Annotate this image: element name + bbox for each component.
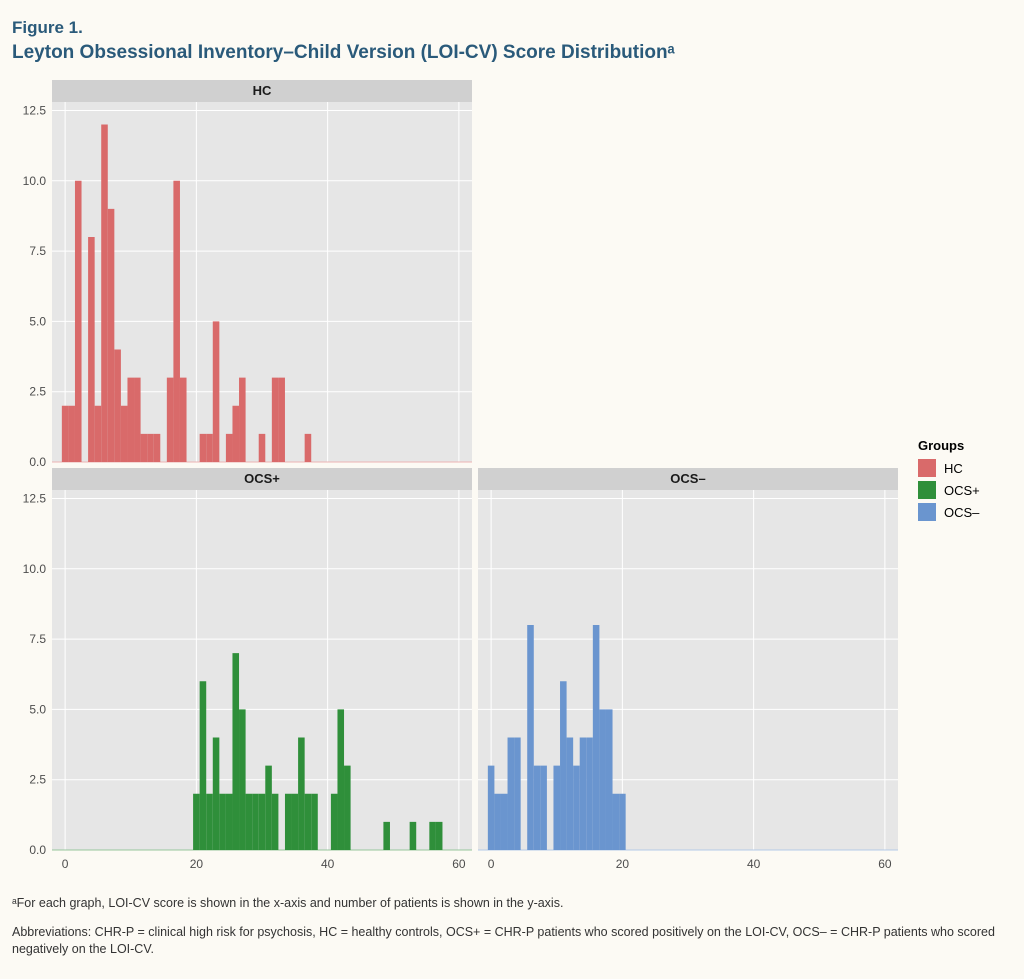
legend-item: OCS+ <box>918 481 980 499</box>
svg-text:5.0: 5.0 <box>29 314 46 328</box>
svg-text:60: 60 <box>878 857 892 871</box>
svg-text:0: 0 <box>62 857 69 871</box>
figure-label: Figure 1. <box>12 18 1012 38</box>
svg-text:40: 40 <box>321 857 335 871</box>
legend-title: Groups <box>918 438 980 453</box>
svg-text:0.0: 0.0 <box>29 455 46 469</box>
legend-swatch <box>918 503 936 521</box>
svg-text:7.5: 7.5 <box>29 244 46 258</box>
svg-text:12.5: 12.5 <box>23 491 47 505</box>
svg-text:60: 60 <box>452 857 466 871</box>
svg-text:10.0: 10.0 <box>23 174 47 188</box>
legend: Groups HC OCS+ OCS– <box>918 438 980 525</box>
svg-text:0: 0 <box>488 857 495 871</box>
legend-item: HC <box>918 459 980 477</box>
svg-text:7.5: 7.5 <box>29 632 46 646</box>
svg-text:HC: HC <box>253 83 272 98</box>
svg-text:20: 20 <box>190 857 204 871</box>
svg-text:2.5: 2.5 <box>29 773 46 787</box>
svg-text:12.5: 12.5 <box>23 103 47 117</box>
chart-svg: HC OCS+ OCS– 0.0 2.5 5.0 7.5 10.0 12.5 0.0 2.5 5.0 7… <box>12 80 898 878</box>
legend-swatch <box>918 481 936 499</box>
svg-text:OCS–: OCS– <box>670 471 705 486</box>
footnote-a: ᵃFor each graph, LOI-CV score is shown i… <box>12 895 1012 912</box>
legend-label: OCS– <box>944 505 979 520</box>
legend-label: HC <box>944 461 963 476</box>
svg-text:OCS+: OCS+ <box>244 471 280 486</box>
svg-text:10.0: 10.0 <box>23 562 47 576</box>
facet-chart: HC OCS+ OCS– 0.0 2.5 5.0 7.5 10.0 12.5 0.0 2.5 5.0 7… <box>12 80 898 883</box>
legend-swatch <box>918 459 936 477</box>
svg-text:5.0: 5.0 <box>29 702 46 716</box>
svg-text:20: 20 <box>616 857 630 871</box>
footnote-abbreviations: Abbreviations: CHR-P = clinical high ris… <box>12 924 1012 958</box>
legend-label: OCS+ <box>944 483 980 498</box>
svg-text:40: 40 <box>747 857 761 871</box>
figure-title: Leyton Obsessional Inventory–Child Versi… <box>12 42 1012 64</box>
svg-text:2.5: 2.5 <box>29 385 46 399</box>
legend-item: OCS– <box>918 503 980 521</box>
svg-text:0.0: 0.0 <box>29 843 46 857</box>
